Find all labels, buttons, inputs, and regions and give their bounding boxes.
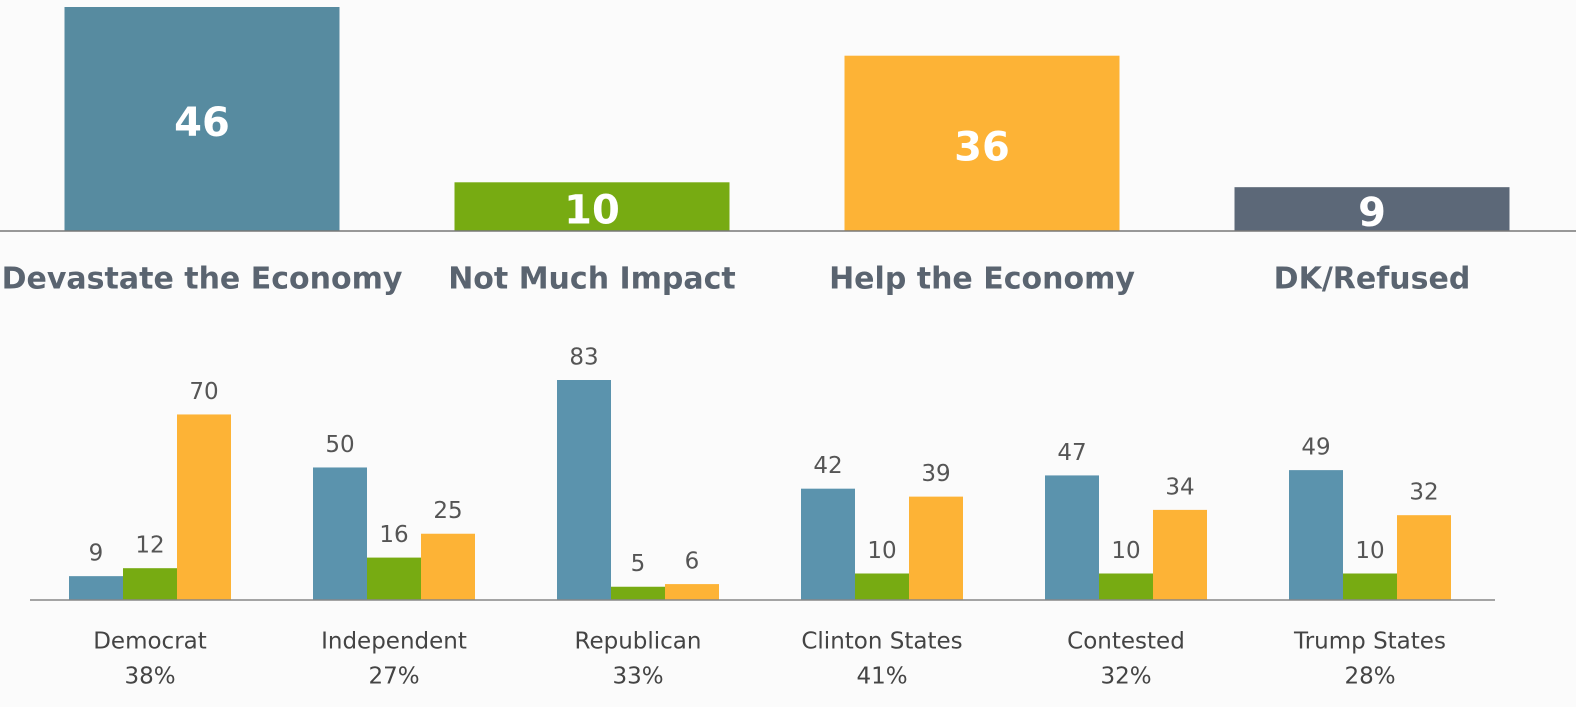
bar bbox=[1397, 515, 1451, 600]
value-label: 34 bbox=[1165, 474, 1194, 500]
x-tick-sublabel: 38% bbox=[124, 664, 175, 690]
x-tick-sublabel: 27% bbox=[368, 664, 419, 690]
bar bbox=[1343, 573, 1397, 600]
bar bbox=[313, 467, 367, 600]
bar bbox=[64, 7, 340, 231]
value-label: 47 bbox=[1057, 440, 1086, 466]
x-tick-label: Republican bbox=[575, 629, 702, 655]
bar bbox=[801, 488, 855, 600]
value-label: 39 bbox=[921, 461, 950, 487]
value-label: 10 bbox=[1355, 538, 1384, 564]
x-tick-sublabel: 32% bbox=[1100, 664, 1151, 690]
bar bbox=[69, 576, 123, 600]
bar bbox=[1234, 187, 1510, 231]
value-label: 10 bbox=[564, 188, 620, 234]
x-tick-label: Independent bbox=[321, 629, 467, 655]
value-label: 12 bbox=[135, 533, 164, 559]
value-label: 32 bbox=[1409, 480, 1438, 506]
x-tick-label: Contested bbox=[1067, 629, 1185, 655]
bar bbox=[909, 496, 963, 600]
value-label: 42 bbox=[813, 453, 842, 479]
bar bbox=[855, 573, 909, 600]
value-label: 5 bbox=[631, 551, 646, 577]
value-label: 49 bbox=[1301, 435, 1330, 461]
value-label: 70 bbox=[189, 379, 218, 405]
bar bbox=[123, 568, 177, 600]
value-label: 9 bbox=[89, 541, 104, 567]
value-label: 46 bbox=[174, 100, 230, 146]
x-tick-label: Devastate the Economy bbox=[2, 262, 403, 297]
bar bbox=[844, 55, 1120, 232]
bar bbox=[454, 182, 730, 231]
x-tick-label: DK/Refused bbox=[1274, 262, 1471, 297]
bar bbox=[1045, 475, 1099, 600]
bar bbox=[557, 380, 611, 600]
value-label: 25 bbox=[433, 498, 462, 524]
value-label: 9 bbox=[1358, 190, 1386, 236]
x-tick-sublabel: 28% bbox=[1344, 664, 1395, 690]
bar bbox=[1289, 470, 1343, 600]
bar bbox=[665, 584, 719, 600]
value-label: 6 bbox=[685, 549, 700, 575]
x-tick-sublabel: 41% bbox=[856, 664, 907, 690]
value-label: 36 bbox=[954, 124, 1010, 170]
value-label: 16 bbox=[379, 522, 408, 548]
x-tick-label: Clinton States bbox=[801, 629, 962, 655]
x-tick-label: Democrat bbox=[93, 629, 207, 655]
value-label: 50 bbox=[325, 432, 354, 458]
bar bbox=[421, 533, 475, 600]
x-tick-sublabel: 33% bbox=[612, 664, 663, 690]
x-tick-label: Help the Economy bbox=[829, 262, 1135, 297]
bar bbox=[1099, 573, 1153, 600]
x-tick-label: Not Much Impact bbox=[448, 262, 736, 297]
bar bbox=[367, 557, 421, 600]
value-label: 10 bbox=[867, 538, 896, 564]
bar bbox=[177, 414, 231, 600]
value-label: 10 bbox=[1111, 538, 1140, 564]
x-tick-label: Trump States bbox=[1293, 629, 1446, 655]
value-label: 83 bbox=[569, 345, 598, 371]
bar bbox=[611, 586, 665, 600]
bar bbox=[1153, 509, 1207, 600]
